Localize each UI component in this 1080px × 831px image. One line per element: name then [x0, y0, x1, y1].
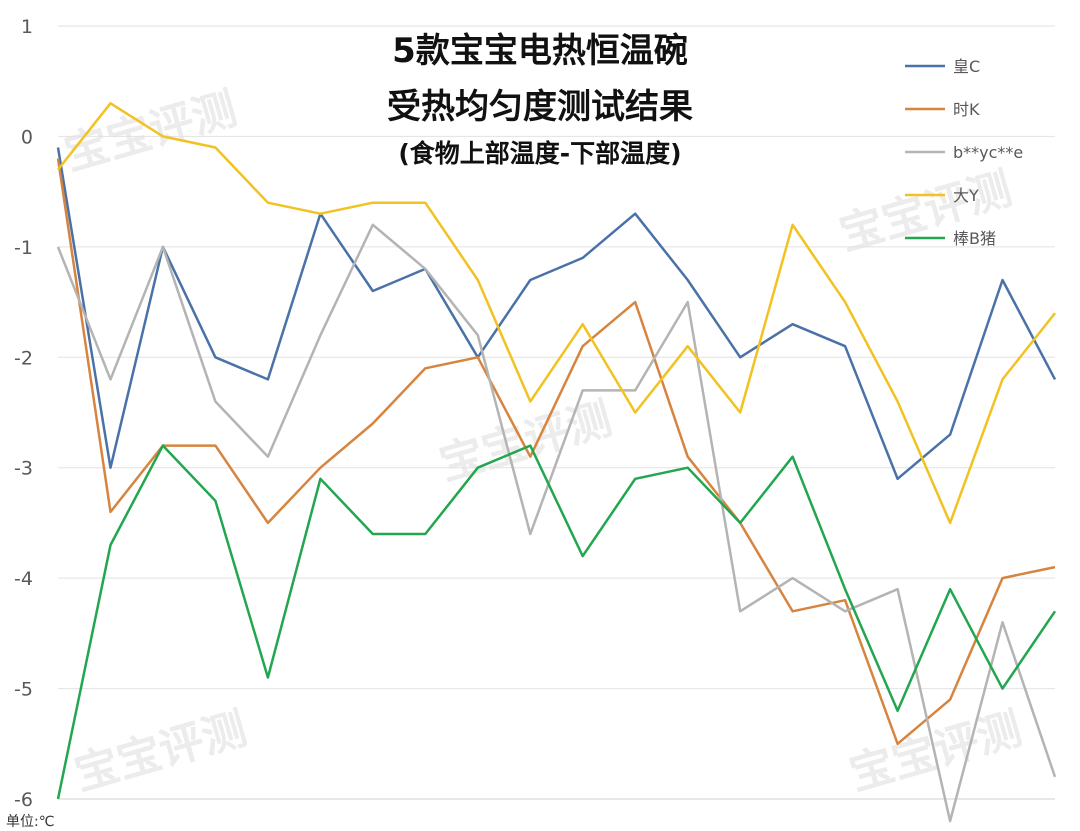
series-line-5 [56, 444, 1057, 800]
y-tick-label: -3 [14, 458, 33, 480]
watermark: 宝宝评测 [69, 703, 252, 801]
legend: 皇C 时K b**yc**e 大Y 棒B猪 [905, 57, 1023, 248]
y-axis-ticks: 1 0 -1 -2 -3 -4 -5 -6 [14, 16, 33, 811]
watermark: 宝宝评测 [434, 393, 617, 491]
legend-label: 时K [953, 100, 980, 119]
series-lines [56, 102, 1057, 823]
series-line-1 [56, 147, 1057, 481]
legend-label: b**yc**e [953, 143, 1023, 162]
chart-subtitle: (食物上部温度-下部温度) [398, 139, 681, 168]
legend-label: 大Y [953, 186, 979, 205]
series-line-2 [56, 158, 1056, 746]
legend-label: 棒B猪 [953, 229, 996, 248]
y-tick-label: 0 [21, 126, 33, 148]
y-tick-label: 1 [21, 16, 33, 38]
y-tick-label: -4 [14, 568, 33, 590]
legend-label: 皇C [953, 57, 980, 76]
series-line-4 [57, 102, 1056, 525]
unit-label: 单位:℃ [6, 814, 54, 830]
series-line-3 [56, 223, 1057, 823]
y-tick-label: -5 [14, 679, 33, 701]
y-tick-label: -2 [14, 347, 33, 369]
chart-title-line2: 受热均匀度测试结果 [387, 87, 693, 127]
y-tick-label: -6 [14, 789, 33, 811]
chart-title: 5款宝宝电热恒温碗 [392, 31, 688, 71]
y-tick-label: -1 [14, 237, 33, 259]
